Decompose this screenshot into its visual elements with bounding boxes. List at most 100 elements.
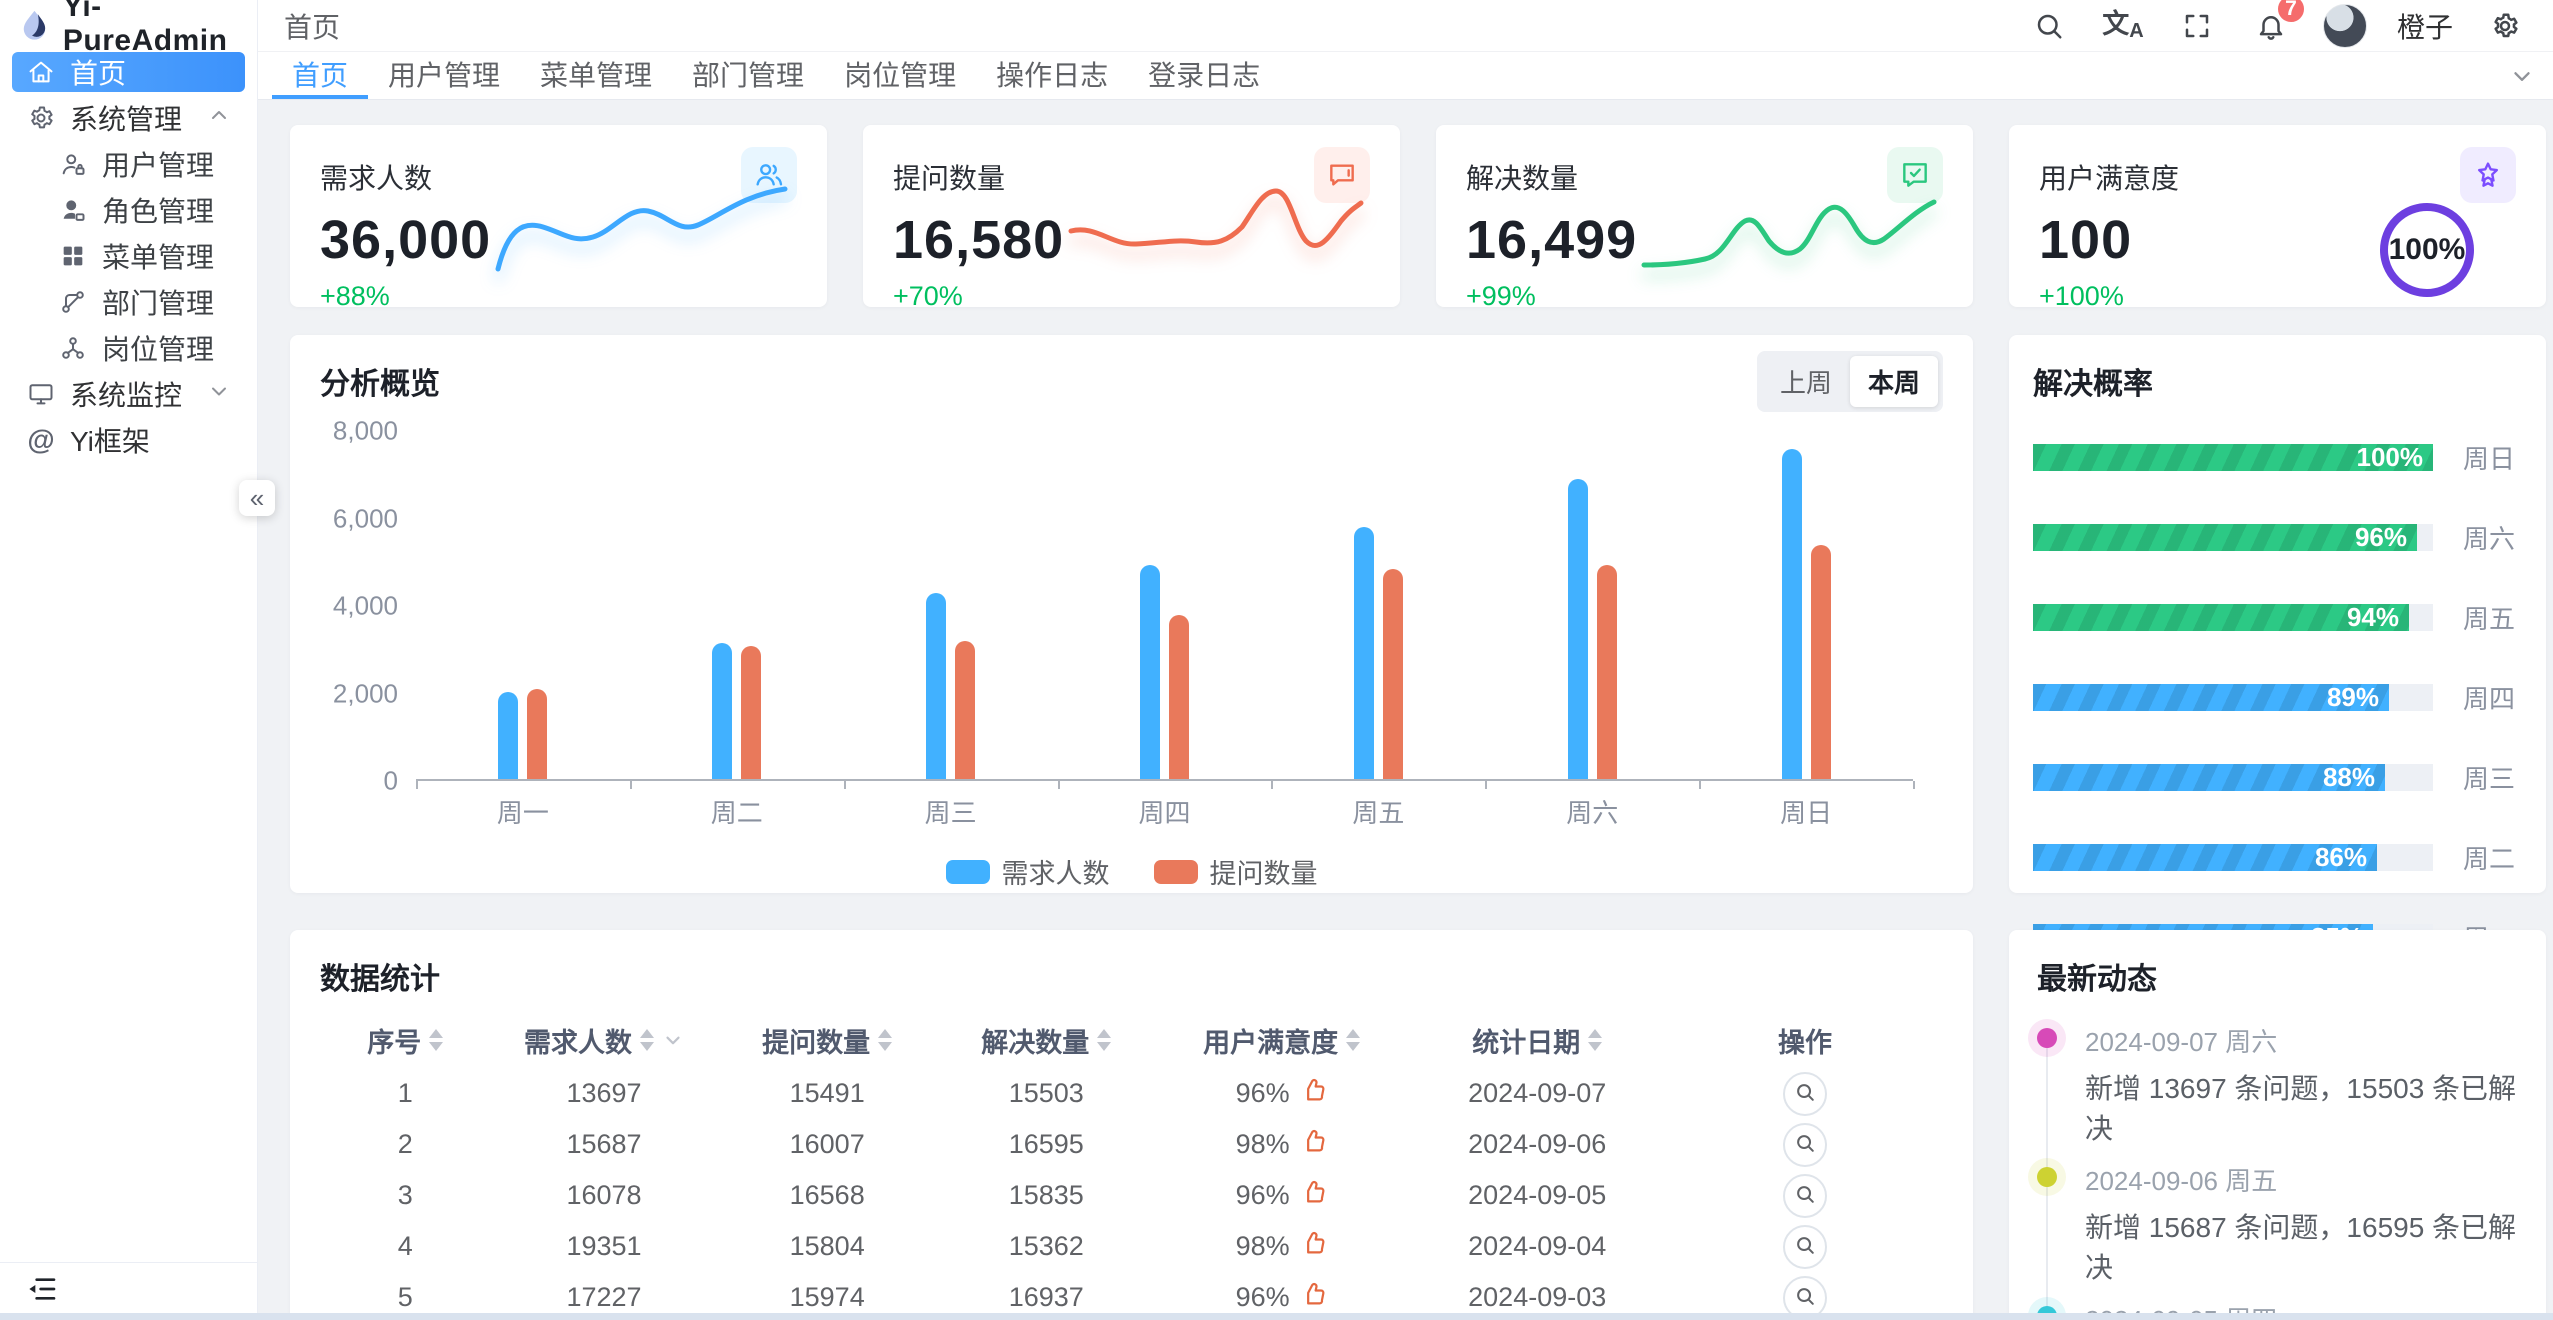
- solve-rate-row-周二: 86% 周二: [2033, 839, 2522, 876]
- column-header-0[interactable]: 序号: [367, 1021, 444, 1060]
- search-icon[interactable]: [2027, 4, 2071, 48]
- sidebar-item-home[interactable]: 首页: [12, 52, 245, 92]
- notification-bell-icon[interactable]: 7: [2249, 0, 2307, 48]
- toggle-this-week[interactable]: 本周: [1849, 355, 1938, 407]
- tab-2[interactable]: 菜单管理: [540, 59, 653, 91]
- thumb-up-icon: [1300, 1280, 1328, 1315]
- column-header-4[interactable]: 用户满意度: [1203, 1021, 1361, 1060]
- progress-fill: 94%: [2033, 604, 2409, 631]
- legend-item-需求人数[interactable]: 需求人数: [945, 852, 1110, 891]
- menu-fold-icon[interactable]: [26, 1273, 58, 1310]
- legend-label: 需求人数: [1001, 859, 1110, 889]
- x-axis-label: 周五: [1352, 798, 1405, 828]
- x-axis-label: 周三: [924, 798, 977, 828]
- tab-1[interactable]: 用户管理: [388, 59, 501, 91]
- magnifier-icon: [1794, 1132, 1816, 1157]
- column-header-3[interactable]: 解决数量: [981, 1021, 1112, 1060]
- row-view-button[interactable]: [1783, 1173, 1828, 1218]
- data-table: 序号 需求人数 提问数量 解决数量 用户满意度 统计日期 操作 1 13697 15491 155…: [320, 1012, 1943, 1320]
- sidebar-item-dept-mgmt[interactable]: 部门管理: [12, 282, 245, 322]
- post-icon: [58, 333, 88, 363]
- timeline-dot: [2037, 1167, 2057, 1187]
- fullscreen-icon[interactable]: [2175, 4, 2219, 48]
- table-cell: 2024-09-04: [1468, 1231, 1607, 1261]
- legend-swatch: [1153, 859, 1198, 884]
- y-axis-label: 2,000: [332, 678, 398, 708]
- column-header-2[interactable]: 提问数量: [762, 1021, 893, 1060]
- avatar[interactable]: [2322, 3, 2367, 48]
- home-icon: [26, 57, 56, 87]
- sidebar-item-yi-framework[interactable]: @ Yi框架: [12, 420, 245, 460]
- tab-4[interactable]: 岗位管理: [844, 59, 957, 91]
- table-row: 4 19351 15804 15362 98% 2024-09-04: [320, 1221, 1943, 1272]
- stat-delta: +100%: [2039, 281, 2124, 311]
- table-cell: 15974: [789, 1282, 865, 1312]
- stat-card-solved: 解决数量 16,499 +99%: [1436, 125, 1973, 311]
- legend-item-提问数量[interactable]: 提问数量: [1153, 852, 1318, 891]
- satisfaction-cell: 96%: [1236, 1178, 1328, 1213]
- breadcrumb[interactable]: 首页: [284, 11, 341, 43]
- column-header-1[interactable]: 需求人数: [524, 1021, 684, 1060]
- grid-icon: [58, 241, 88, 271]
- overview-panel: 分析概览 上周 本周 8,000 6,000 4,000 2,000 0 周一 周二 周三周…: [290, 335, 1973, 893]
- stat-card-satisfaction: 用户满意度 100 +100% 100%: [2009, 125, 2546, 311]
- thumb-up-icon: [1300, 1229, 1328, 1264]
- bottom-row: 数据统计 序号 需求人数 提问数量 解决数量 用户满意度 统计日期 操作 1 13697 154…: [290, 930, 2546, 1320]
- progress-value: 88%: [2322, 762, 2375, 792]
- stat-cards-row: 需求人数 36,000 +88% 提问数量: [290, 125, 2546, 311]
- chevron-up-icon: [207, 102, 231, 134]
- table-cell: 15362: [1008, 1231, 1084, 1261]
- bar-group-周二: [630, 643, 844, 779]
- tab-6[interactable]: 登录日志: [1148, 59, 1261, 91]
- progress-fill: 89%: [2033, 684, 2389, 711]
- sidebar-item-sys-monitor[interactable]: 系统监控: [12, 374, 245, 414]
- row-view-button[interactable]: [1783, 1071, 1828, 1116]
- table-row: 5 17227 15974 16937 96% 2024-09-03: [320, 1272, 1943, 1320]
- progress-day-label: 周日: [2463, 444, 2516, 474]
- row-view-button[interactable]: [1783, 1224, 1828, 1269]
- progress-day-label: 周六: [2463, 524, 2516, 554]
- sidebar-collapse-button[interactable]: «: [239, 480, 275, 516]
- logo[interactable]: Yi-PureAdmin: [0, 0, 257, 57]
- table-row: 3 16078 16568 15835 96% 2024-09-05: [320, 1170, 1943, 1221]
- tabbar-chevron-down-icon[interactable]: [2491, 52, 2553, 99]
- toggle-last-week[interactable]: 上周: [1762, 356, 1850, 407]
- tab-5[interactable]: 操作日志: [996, 59, 1109, 91]
- tab-0[interactable]: 首页: [272, 52, 369, 99]
- satisfaction-ring: 100%: [2380, 203, 2474, 297]
- user-name[interactable]: 橙子: [2396, 11, 2453, 43]
- sidebar-item-label: 系统监控: [70, 380, 183, 411]
- sidebar-item-post-mgmt[interactable]: 岗位管理: [12, 328, 245, 368]
- table-row: 2 15687 16007 16595 98% 2024-09-06: [320, 1119, 1943, 1170]
- legend-swatch: [945, 859, 990, 884]
- x-axis-label: 周六: [1566, 798, 1619, 828]
- x-axis-tick: [1913, 781, 1915, 789]
- stat-title: 提问数量: [893, 163, 1006, 194]
- settings-gear-icon[interactable]: [2483, 4, 2527, 48]
- bar-chart-xlabels: 周一 周二 周三 周四 周五 周六 周日: [416, 793, 1913, 830]
- row-view-button[interactable]: [1783, 1122, 1828, 1167]
- tab-bar: 首页 用户管理 菜单管理 部门管理 岗位管理 操作日志 登录日志: [258, 52, 2553, 100]
- sidebar-item-system-mgmt[interactable]: 系统管理: [12, 98, 245, 138]
- table-cell: 2024-09-03: [1468, 1282, 1607, 1312]
- legend-label: 提问数量: [1209, 859, 1318, 889]
- bar-group-周一: [416, 689, 630, 779]
- horizontal-scrollbar[interactable]: [0, 1313, 2553, 1320]
- column-header-5[interactable]: 统计日期: [1472, 1021, 1603, 1060]
- data-table-panel: 数据统计 序号 需求人数 提问数量 解决数量 用户满意度 统计日期 操作 1 13697 154…: [290, 930, 1973, 1320]
- tab-3[interactable]: 部门管理: [692, 59, 805, 91]
- progress-day-label: 周二: [2463, 844, 2516, 874]
- table-cell: 4: [397, 1231, 413, 1261]
- sidebar-item-menu-mgmt[interactable]: 菜单管理: [12, 236, 245, 276]
- app-title: Yi-PureAdmin: [62, 0, 228, 57]
- satisfaction-cell: 98%: [1236, 1127, 1328, 1162]
- sidebar-item-user-mgmt[interactable]: 用户管理: [12, 144, 245, 184]
- sidebar-item-role-mgmt[interactable]: 角色管理: [12, 190, 245, 230]
- page-content: 需求人数 36,000 +88% 提问数量: [258, 100, 2553, 1320]
- bar-group-周四: [1058, 564, 1272, 779]
- table-cell: 16595: [1008, 1129, 1084, 1159]
